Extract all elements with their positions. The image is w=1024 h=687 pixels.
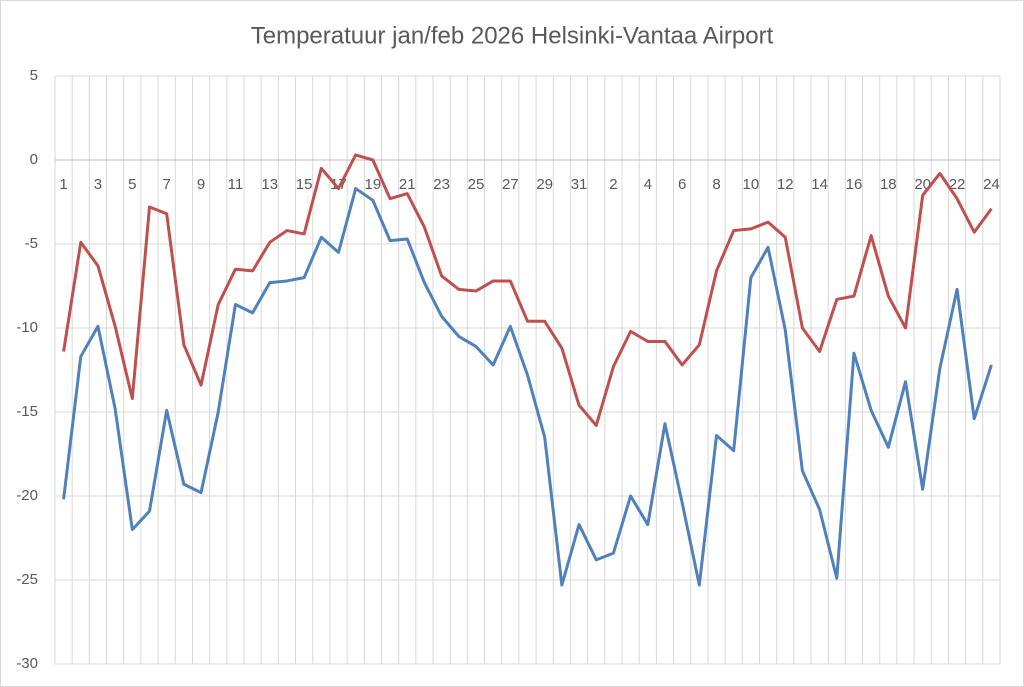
x-tick-label: 20	[914, 176, 931, 193]
x-tick-label: 15	[296, 176, 313, 193]
x-tick-label: 19	[365, 176, 382, 193]
x-tick-label: 12	[777, 176, 794, 193]
x-tick-label: 25	[468, 176, 485, 193]
chart-title: Temperatuur jan/feb 2026 Helsinki-Vantaa…	[251, 22, 774, 49]
x-tick-label: 21	[399, 176, 416, 193]
x-tick-label: 23	[433, 176, 450, 193]
series-line	[62, 153, 993, 427]
x-tick-label: 9	[197, 176, 205, 193]
x-tick-label: 4	[644, 176, 652, 193]
x-tick-label: 29	[536, 176, 553, 193]
y-tick-label: -25	[16, 571, 38, 588]
x-tick-label: 16	[846, 176, 863, 193]
x-tick-label: 2	[609, 176, 617, 193]
y-tick-label: 5	[30, 67, 38, 84]
x-tick-label: 18	[880, 176, 897, 193]
x-tick-label: 11	[228, 176, 244, 193]
x-tick-label: 27	[502, 176, 519, 193]
x-tick-label: 22	[949, 176, 966, 193]
x-tick-label: 10	[743, 176, 760, 193]
y-tick-label: -5	[25, 235, 38, 252]
x-tick-label: 3	[94, 176, 102, 193]
series-line	[62, 187, 993, 587]
y-tick-label: -10	[16, 319, 38, 336]
y-tick-label: -15	[16, 403, 38, 420]
x-tick-label: 31	[571, 176, 588, 193]
x-tick-label: 6	[678, 176, 686, 193]
x-tick-label: 7	[163, 176, 171, 193]
x-tick-label: 13	[261, 176, 278, 193]
y-tick-label: -20	[16, 487, 38, 504]
x-tick-label: 1	[59, 176, 67, 193]
y-tick-label: 0	[30, 151, 38, 168]
x-tick-label: 5	[128, 176, 136, 193]
x-tick-label: 8	[712, 176, 720, 193]
x-tick-label: 24	[983, 176, 1000, 193]
x-tick-label: 14	[811, 176, 828, 193]
y-tick-label: -30	[16, 655, 38, 672]
